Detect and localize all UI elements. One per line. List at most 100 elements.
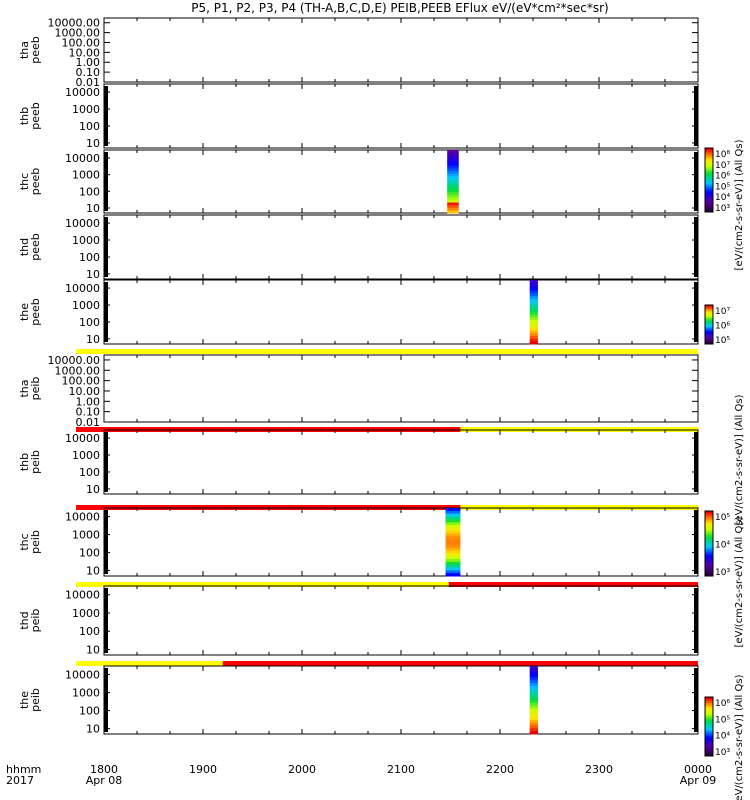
x-tick-label: 2300 (585, 763, 613, 776)
y-tick-label: 1000 (72, 169, 100, 182)
colorbar-cell (705, 312, 713, 315)
spectrogram-cell (529, 314, 538, 318)
colorbar-cell (705, 754, 713, 757)
colorbar-cell (705, 720, 713, 724)
colorbar-cell (705, 534, 713, 538)
colorbar-cell (705, 320, 713, 323)
spectrogram-cell (445, 539, 461, 543)
colorbar-cell (705, 324, 713, 327)
colorbar-tick-label: 10⁷ (715, 307, 730, 317)
panel-6: thbpeib 10000 1000 100 10 (18, 429, 699, 510)
edge-marker (694, 86, 698, 146)
colorbar-cell (705, 177, 713, 181)
colorbar-tick-label: 10⁷ (715, 161, 730, 171)
ylabel-line: thb (18, 107, 31, 125)
colorbar-cell (705, 315, 713, 318)
spectrogram-cell (529, 722, 538, 726)
colorbar-cell (705, 160, 713, 164)
spectrogram-cell (445, 510, 461, 515)
colorbar-cell (705, 565, 713, 568)
y-tick-label: 1.00 (76, 395, 101, 408)
spectrogram-cell (447, 210, 459, 214)
colorbar-tick-label: 10⁸ (715, 150, 730, 160)
ylabel-line: thb (18, 453, 31, 471)
colorbar-cell (705, 750, 713, 753)
colorbar-cell (705, 732, 713, 735)
y-tick-label: 10 (86, 333, 100, 346)
colorbar-side-label: [eV/(cm2-s-sr-eV)] (All Qs) (734, 394, 745, 525)
panel-frame (103, 507, 699, 577)
colorbar-cell (705, 712, 713, 716)
spectrogram-cell (447, 202, 459, 206)
panel-frame (103, 214, 699, 280)
colorbar-tick-label: 10³ (715, 568, 730, 578)
y-tick-label: 1.00 (76, 56, 101, 69)
spectrogram-cell (445, 516, 461, 520)
ylabel-line: peib (29, 377, 42, 401)
colorbar-cell (705, 710, 713, 714)
x-tick-date: Apr 08 (86, 774, 123, 787)
colorbar-cell (705, 718, 713, 722)
panel-8: thdpeib 10000 1000 100 10 (18, 585, 699, 666)
colorbar-cell (705, 167, 713, 170)
y-tick-label: 0.01 (76, 416, 101, 429)
panel-0: thapeeb 10000.001000.00100.0010.001.000.1… (18, 17, 699, 89)
colorbar-cell (705, 515, 713, 518)
colorbar-cell (705, 740, 713, 743)
y-tick-label: 10000.00 (48, 17, 101, 30)
x-tick-label: 1900 (189, 763, 217, 776)
y-tick-label: 1000 (72, 449, 100, 462)
spectrogram-cell (529, 320, 538, 324)
x-tick-label: 0000 (684, 763, 712, 776)
colorbar-cell (705, 332, 713, 335)
colorbar-cell (705, 318, 713, 320)
colorbar-cell (705, 724, 713, 727)
spectrogram-cell (529, 301, 538, 305)
ylabel-line: thc (18, 533, 31, 550)
colorbar-cell (705, 700, 713, 704)
spectrogram-cell (445, 550, 461, 554)
y-tick-label: 100.00 (62, 36, 101, 49)
y-tick-label: 10 (86, 644, 100, 657)
spectrogram-cell (529, 705, 538, 709)
y-tick-label: 10.00 (69, 385, 101, 398)
colorbar-cell (705, 734, 713, 737)
panel-ylabel: thdpeib (18, 609, 42, 633)
spectrogram-cell (447, 173, 459, 177)
y-tick-label: 10 (86, 268, 100, 281)
y-tick-label: 10000.00 (48, 354, 101, 367)
colorbar-cell (705, 748, 713, 751)
colorbar-cell (705, 541, 713, 544)
spectrogram-cell (447, 199, 459, 203)
y-tick-label: 10 (86, 723, 100, 736)
colorbar-tick-label: 10³ (715, 204, 730, 214)
edge-marker (104, 86, 108, 146)
spectrogram-cell (529, 691, 538, 695)
spectrogram-cell (529, 296, 538, 300)
spectrogram-cell (529, 312, 538, 316)
spectrogram-cell (445, 530, 461, 534)
edge-marker (694, 432, 698, 492)
y-tick-label: 0.10 (76, 406, 101, 419)
spectrogram-cell (529, 328, 538, 332)
spectrogram-cell (529, 697, 538, 701)
spectrogram-cell (445, 508, 461, 512)
y-tick-label: 10000 (65, 511, 100, 524)
spectrogram-cell (445, 559, 461, 563)
spectrogram-cell (529, 304, 538, 308)
spectrogram-cell (447, 168, 459, 172)
edge-marker (104, 432, 108, 492)
colorbar-cell (705, 314, 713, 316)
spectrogram-cell (445, 544, 461, 549)
y-tick-label: 0.10 (76, 66, 101, 79)
colorbar-cell (705, 328, 713, 331)
spectrogram-cell (447, 155, 459, 159)
flag-bar-segment (76, 661, 223, 666)
colorbar-cell (705, 308, 713, 311)
side-labels: [eV/(cm2-s-sr-eV)] (All Qs)[eV/(cm2-s-sr… (734, 139, 745, 800)
colorbar-cell (705, 306, 713, 309)
spectrogram-cell (445, 553, 461, 557)
colorbar-cell (705, 336, 713, 338)
